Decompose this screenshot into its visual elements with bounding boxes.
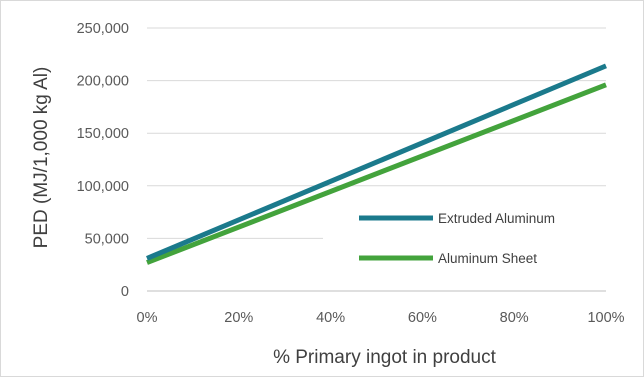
series-line-1	[146, 82, 607, 265]
legend-label-0: Extruded Aluminum	[438, 211, 555, 226]
y-tick-label: 100,000	[77, 179, 129, 195]
x-tick-label: 80%	[500, 310, 529, 326]
y-axis-title: PED (MJ/1,000 kg Al)	[31, 67, 52, 249]
y-tick-label: 200,000	[77, 74, 129, 90]
x-tick-label: 0%	[137, 310, 158, 326]
x-tick-label: 60%	[408, 310, 437, 326]
y-tick-label: 0	[121, 284, 129, 300]
x-axis-title: % Primary ingot in product	[273, 347, 497, 368]
y-tick-label: 250,000	[77, 21, 129, 37]
legend-box	[323, 197, 609, 281]
legend-label-1: Aluminum Sheet	[438, 251, 537, 266]
y-tick-label: 50,000	[85, 231, 129, 247]
y-tick-label: 150,000	[77, 126, 129, 142]
x-tick-label: 20%	[224, 310, 253, 326]
x-tick-label: 100%	[587, 310, 624, 326]
x-tick-label: 40%	[316, 310, 345, 326]
series-line-0	[146, 63, 607, 261]
